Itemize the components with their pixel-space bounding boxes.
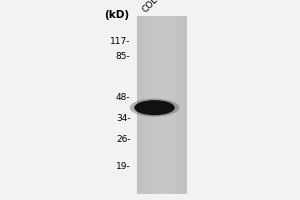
Text: 19-: 19- bbox=[116, 162, 130, 171]
Text: (kD): (kD) bbox=[104, 10, 130, 20]
Ellipse shape bbox=[134, 100, 175, 115]
Text: 26-: 26- bbox=[116, 135, 130, 144]
Text: 34-: 34- bbox=[116, 114, 130, 123]
Text: 85-: 85- bbox=[116, 52, 130, 61]
Text: COLO205: COLO205 bbox=[141, 0, 177, 14]
Text: 48-: 48- bbox=[116, 93, 130, 102]
Ellipse shape bbox=[130, 99, 179, 117]
Text: 117-: 117- bbox=[110, 37, 130, 46]
